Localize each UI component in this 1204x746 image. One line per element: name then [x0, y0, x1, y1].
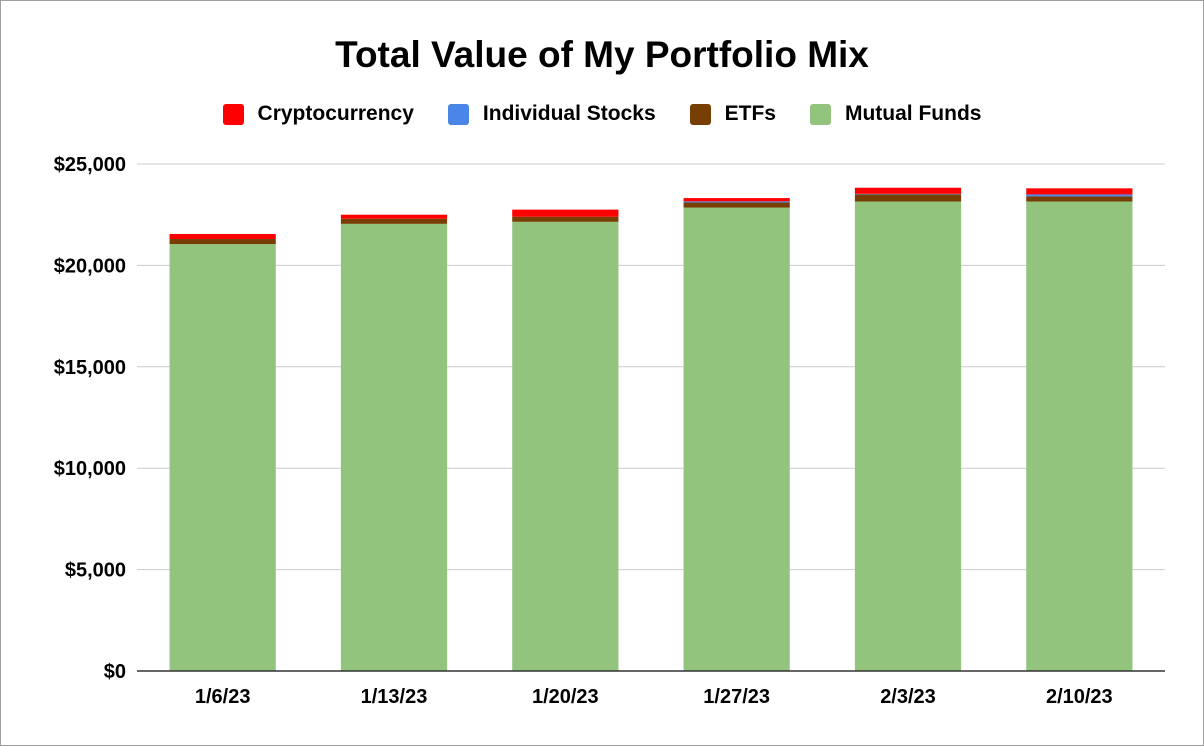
x-tick-label: 2/3/23	[880, 686, 936, 708]
y-tick-label: $5,000	[65, 560, 126, 582]
bar-segment-individual-stocks	[683, 201, 790, 203]
legend-item-individual-stocks: Individual Stocks	[447, 102, 656, 126]
legend-item-etfs: ETFs	[689, 102, 776, 126]
x-tick-label: 1/20/23	[532, 686, 599, 708]
chart-title: Total Value of My Portfolio Mix	[335, 34, 869, 75]
legend-item-cryptocurrency: Cryptocurrency	[222, 102, 414, 126]
y-tick-label: $20,000	[54, 255, 126, 277]
legend-swatch-cryptocurrency	[222, 103, 244, 125]
bar-segment-etfs	[512, 216, 619, 222]
legend-label-etfs: ETFs	[724, 102, 776, 125]
y-tick-label: $10,000	[54, 458, 126, 480]
bar-segment-cryptocurrency	[683, 198, 790, 202]
x-tick-label: 1/27/23	[703, 686, 770, 708]
y-tick-label: $15,000	[54, 357, 126, 379]
legend-label-individual-stocks: Individual Stocks	[482, 102, 656, 125]
x-tick-label: 1/6/23	[195, 686, 251, 708]
bar-segment-etfs	[340, 218, 448, 224]
x-tick-label: 1/13/23	[361, 686, 428, 708]
bar-segment-etfs	[683, 202, 790, 208]
bar-segment-cryptocurrency	[854, 187, 962, 194]
bar-segment-cryptocurrency	[512, 209, 619, 217]
legend-swatch-individual-stocks	[447, 103, 469, 125]
legend-item-mutual-funds: Mutual Funds	[809, 102, 982, 126]
bar-segment-cryptocurrency	[169, 233, 276, 240]
bar-segment-mutual-funds	[340, 223, 448, 672]
legend-label-mutual-funds: Mutual Funds	[844, 102, 982, 125]
chart-legend: Cryptocurrency Individual Stocks ETFs Mu…	[0, 102, 1204, 126]
bar-segment-mutual-funds	[169, 244, 276, 671]
bar-segment-cryptocurrency	[340, 214, 448, 219]
bar-segment-etfs	[169, 239, 276, 245]
legend-swatch-etfs	[689, 103, 711, 125]
bar-segment-etfs	[1026, 196, 1133, 202]
bar-segment-mutual-funds	[683, 207, 790, 672]
bar-segment-mutual-funds	[1026, 201, 1133, 671]
y-tick-label: $25,000	[54, 154, 126, 176]
legend-swatch-mutual-funds	[809, 103, 831, 125]
bar-segment-mutual-funds	[854, 201, 962, 671]
bar-segment-individual-stocks	[1026, 194, 1133, 197]
legend-label-cryptocurrency: Cryptocurrency	[257, 102, 414, 125]
bar-segment-mutual-funds	[512, 221, 619, 671]
y-tick-label: $0	[104, 661, 126, 683]
bar-segment-cryptocurrency	[1026, 188, 1133, 195]
bar-segment-individual-stocks	[854, 193, 962, 195]
bar-segment-etfs	[854, 194, 962, 202]
x-tick-label: 2/10/23	[1046, 686, 1113, 708]
